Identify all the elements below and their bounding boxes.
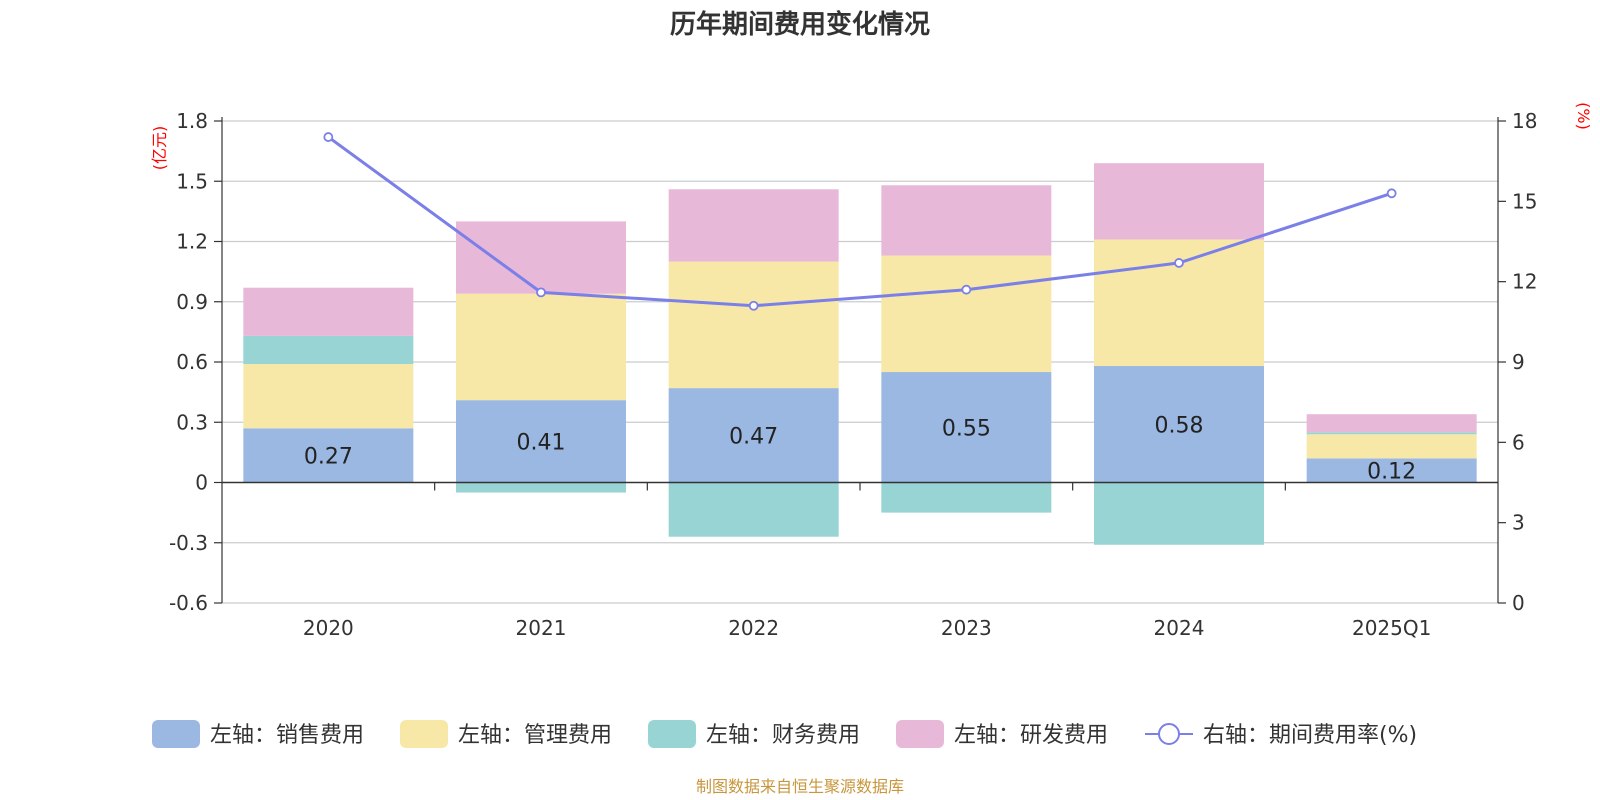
bar-segment bbox=[668, 261, 839, 389]
rate-line bbox=[327, 135, 1393, 308]
bar-segment bbox=[881, 185, 1052, 256]
bar-series bbox=[243, 163, 1477, 545]
bar-segment bbox=[881, 482, 1052, 513]
left-tick-label: 0.6 bbox=[176, 350, 208, 374]
right-tick-label: 6 bbox=[1512, 430, 1525, 454]
bar-segment bbox=[243, 428, 414, 483]
left-axis-unit: (亿元) bbox=[150, 126, 169, 171]
right-tick-label: 0 bbox=[1512, 591, 1525, 615]
category-label: 2022 bbox=[728, 616, 779, 640]
legend-label: 右轴：期间费用率(%) bbox=[1203, 723, 1417, 748]
category-label: 2025Q1 bbox=[1352, 616, 1431, 640]
legend-swatch bbox=[896, 720, 944, 748]
legend-label: 左轴：研发费用 bbox=[954, 723, 1108, 748]
left-tick-label: 1.5 bbox=[176, 169, 208, 193]
bar-segment bbox=[456, 221, 626, 294]
legend: 左轴：销售费用 左轴：管理费用 左轴：财务费用 左轴：研发费用 右轴：期间费用率(%) bbox=[152, 720, 1417, 748]
bar-segment bbox=[456, 400, 626, 483]
bar-segment bbox=[1306, 432, 1477, 435]
left-tick-label: 0.9 bbox=[176, 290, 208, 314]
bar-segment bbox=[1306, 414, 1477, 433]
left-tick-label: 1.2 bbox=[176, 230, 208, 254]
bar-segment bbox=[668, 189, 839, 262]
bar-segment bbox=[1094, 163, 1264, 240]
rate-point bbox=[961, 284, 972, 295]
bar-data-label: 0.27 bbox=[304, 444, 353, 469]
data-labels: 0.27 0.41 0.47 0.55 0.58 0.12 bbox=[304, 413, 1416, 484]
bar-segment bbox=[881, 255, 1052, 373]
category-label: 2023 bbox=[941, 616, 992, 640]
rate-point bbox=[1386, 188, 1397, 199]
left-tick-label: -0.6 bbox=[169, 591, 208, 615]
bar-segment bbox=[668, 388, 839, 483]
bar-segment bbox=[1094, 366, 1264, 483]
left-tick-label: 1.8 bbox=[176, 109, 208, 133]
bar-segment bbox=[243, 287, 414, 336]
left-tick-label: -0.3 bbox=[169, 531, 208, 555]
bar-segment bbox=[243, 364, 414, 429]
legend-line-marker bbox=[1158, 723, 1180, 745]
right-axis-unit: (%) bbox=[1574, 102, 1593, 130]
category-label: 2024 bbox=[1154, 616, 1205, 640]
right-tick-label: 15 bbox=[1512, 189, 1537, 213]
left-tick-label: 0.3 bbox=[176, 410, 208, 434]
source-note: 制图数据来自恒生聚源数据库 bbox=[696, 777, 904, 796]
line-series bbox=[323, 132, 1397, 311]
category-label: 2020 bbox=[303, 616, 354, 640]
grid-lines bbox=[222, 120, 1498, 604]
bar-segment bbox=[881, 372, 1052, 483]
bar-data-label: 0.12 bbox=[1367, 459, 1416, 484]
legend-swatch bbox=[152, 720, 200, 748]
bar-segment bbox=[243, 335, 414, 365]
bar-segment bbox=[456, 482, 626, 493]
legend-swatch bbox=[648, 720, 696, 748]
bar-data-label: 0.47 bbox=[729, 424, 778, 449]
chart-title: 历年期间费用变化情况 bbox=[670, 9, 930, 40]
bar-segment bbox=[1094, 482, 1264, 545]
legend-swatch bbox=[400, 720, 448, 748]
bar-data-label: 0.58 bbox=[1155, 413, 1204, 438]
bar-segment bbox=[456, 293, 626, 401]
legend-label: 左轴：管理费用 bbox=[458, 723, 612, 748]
legend-label: 左轴：销售费用 bbox=[210, 723, 364, 748]
bar-segment bbox=[1306, 434, 1477, 459]
rate-point bbox=[1174, 258, 1184, 268]
legend-label: 左轴：财务费用 bbox=[706, 723, 860, 748]
rate-point bbox=[536, 287, 546, 298]
category-label: 2021 bbox=[516, 616, 567, 640]
bar-segment bbox=[668, 482, 839, 537]
right-tick-label: 3 bbox=[1512, 511, 1525, 535]
rate-point bbox=[748, 300, 759, 311]
right-tick-label: 9 bbox=[1512, 350, 1525, 374]
right-tick-label: 18 bbox=[1512, 109, 1537, 133]
left-tick-label: 0 bbox=[195, 471, 208, 495]
right-tick-label: 12 bbox=[1512, 270, 1537, 294]
bar-data-label: 0.55 bbox=[942, 416, 991, 441]
bar-data-label: 0.41 bbox=[517, 430, 566, 455]
bar-segment bbox=[1306, 458, 1477, 483]
rate-point bbox=[323, 132, 334, 142]
axes: -0.6 -0.3 0 0.3 0.6 0.9 1.2 1.5 1.8 0 3 6 9 12 15 18 202… bbox=[169, 109, 1537, 640]
